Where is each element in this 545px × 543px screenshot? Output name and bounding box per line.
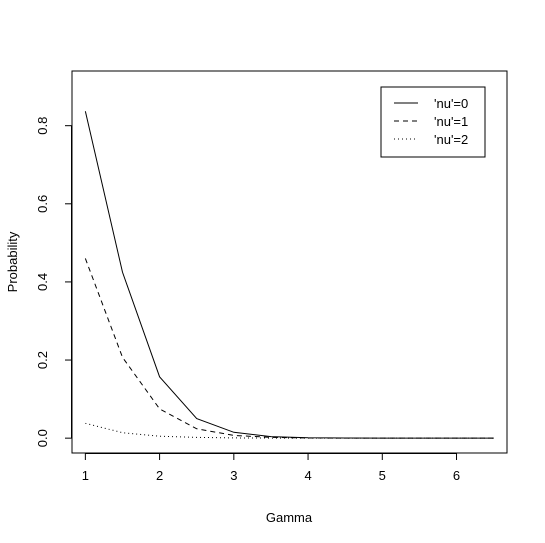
legend: 'nu'=0 'nu'=1 'nu'=2 [380, 86, 486, 158]
series-line-nu1 [84, 258, 494, 439]
x-tick-label: 5 [379, 468, 386, 483]
y-axis-label: Probability [5, 231, 20, 292]
x-axis: 1 2 3 4 5 6 [82, 453, 460, 483]
y-tick-label: 0.6 [35, 195, 50, 213]
x-tick-label: 1 [82, 468, 89, 483]
y-axis: 0.0 0.2 0.4 0.6 0.8 [35, 117, 72, 447]
legend-label-nu1: 'nu'=1 [434, 114, 468, 129]
y-tick-label: 0.4 [35, 273, 50, 291]
x-tick-label: 6 [453, 468, 460, 483]
x-tick-label: 4 [304, 468, 311, 483]
x-tick-label: 3 [230, 468, 237, 483]
legend-box [380, 86, 486, 158]
legend-label-nu0: 'nu'=0 [434, 96, 468, 111]
series-lines [84, 111, 494, 439]
legend-label-nu2: 'nu'=2 [434, 132, 468, 147]
y-tick-label: 0.0 [35, 429, 50, 447]
x-axis-label: Gamma [266, 510, 313, 525]
x-tick-label: 2 [156, 468, 163, 483]
y-tick-label: 0.2 [35, 351, 50, 369]
series-line-nu0 [84, 111, 494, 439]
y-tick-label: 0.8 [35, 117, 50, 135]
series-line-nu2 [85, 422, 494, 439]
